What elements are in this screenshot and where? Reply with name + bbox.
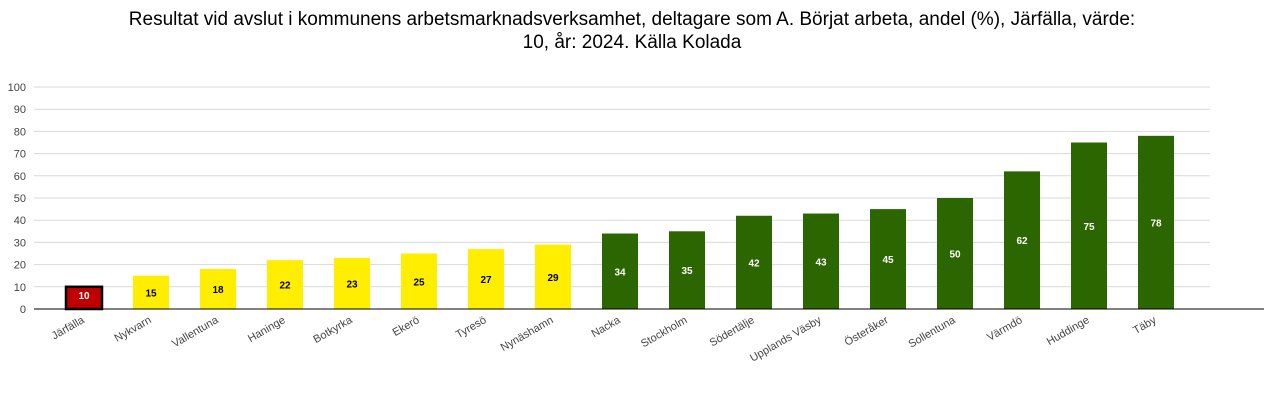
data-label: 78 [1150, 218, 1162, 229]
data-label: 42 [748, 258, 760, 269]
bar-botkyrka [334, 257, 370, 309]
x-tick-label: Botkyrka [311, 314, 355, 346]
data-label: 35 [681, 266, 693, 277]
bar-ekerö [401, 253, 437, 309]
data-label: 27 [480, 275, 492, 286]
x-tick-label: Sollentuna [906, 314, 958, 351]
x-tick-label: Södertälje [708, 314, 757, 349]
bar-värmdö [1004, 171, 1040, 309]
x-tick-label: Nynäshamn [499, 314, 556, 354]
x-tick-label: Tyresö [454, 314, 489, 341]
bar-haninge [267, 260, 303, 309]
y-tick-label: 10 [14, 282, 26, 294]
chart-title-line-1: Resultat vid avslut i kommunens arbetsma… [128, 9, 1136, 30]
x-tick-label: Österåker [843, 314, 891, 349]
y-tick-label: 60 [14, 171, 26, 183]
data-label: 22 [279, 281, 291, 292]
x-tick-label: Värmdö [985, 314, 1024, 344]
x-tick-label: Ekerö [391, 314, 422, 339]
bar-upplands-väsby [803, 213, 839, 309]
bar-täby [1138, 135, 1174, 309]
x-tick-label: Huddinge [1045, 314, 1092, 348]
bar-sollentuna [937, 198, 973, 309]
chart-title-line-2: 10, år: 2024. Källa Kolada [522, 32, 742, 53]
x-tick-label: Upplands Väsby [748, 314, 824, 365]
y-tick-label: 50 [14, 193, 26, 205]
data-label: 62 [1016, 236, 1028, 247]
x-tick-label: Nacka [589, 314, 623, 340]
data-label: 25 [413, 277, 425, 288]
data-label: 29 [547, 273, 559, 284]
data-label: 45 [882, 255, 894, 266]
y-tick-label: 90 [14, 104, 26, 116]
x-tick-label: Täby [1131, 314, 1159, 337]
data-label: 34 [614, 267, 626, 278]
y-tick-label: 0 [20, 304, 26, 316]
y-tick-label: 80 [14, 126, 26, 138]
y-tick-label: 100 [8, 82, 26, 94]
data-label: 43 [815, 257, 827, 268]
bar-tyresö [468, 249, 504, 309]
chart-title: Resultat vid avslut i kommunens arbetsma… [0, 8, 1264, 54]
bar-stockholm [669, 231, 705, 309]
x-tick-label: Nykvarn [113, 314, 154, 345]
bar-södertälje [736, 215, 772, 309]
bar-österåker [870, 209, 906, 309]
x-tick-label: Vallentuna [170, 314, 221, 350]
data-label: 18 [212, 285, 224, 296]
data-label: 23 [346, 279, 358, 290]
bar-nynäshamn [535, 244, 571, 309]
y-tick-label: 30 [14, 237, 26, 249]
y-tick-label: 40 [14, 215, 26, 227]
x-tick-label: Haninge [246, 314, 287, 345]
bar-nykvarn [133, 275, 169, 309]
bar-vallentuna [200, 269, 236, 309]
y-tick-label: 70 [14, 149, 26, 161]
x-tick-label: Järfälla [50, 314, 87, 343]
x-tick-label: Stockholm [639, 314, 689, 350]
data-label: 75 [1083, 222, 1095, 233]
data-label: 10 [78, 291, 90, 302]
bar-huddinge [1071, 142, 1107, 309]
data-label: 15 [145, 288, 157, 299]
bar-nacka [602, 233, 638, 309]
y-tick-label: 20 [14, 260, 26, 272]
data-label: 50 [949, 250, 961, 261]
